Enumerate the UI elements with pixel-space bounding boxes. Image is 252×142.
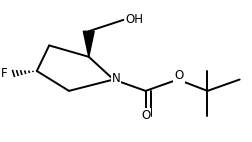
Polygon shape bbox=[83, 31, 94, 57]
Text: N: N bbox=[112, 72, 120, 85]
Text: F: F bbox=[1, 67, 7, 80]
Text: OH: OH bbox=[126, 13, 144, 26]
Text: O: O bbox=[174, 69, 184, 83]
Text: O: O bbox=[141, 108, 150, 122]
